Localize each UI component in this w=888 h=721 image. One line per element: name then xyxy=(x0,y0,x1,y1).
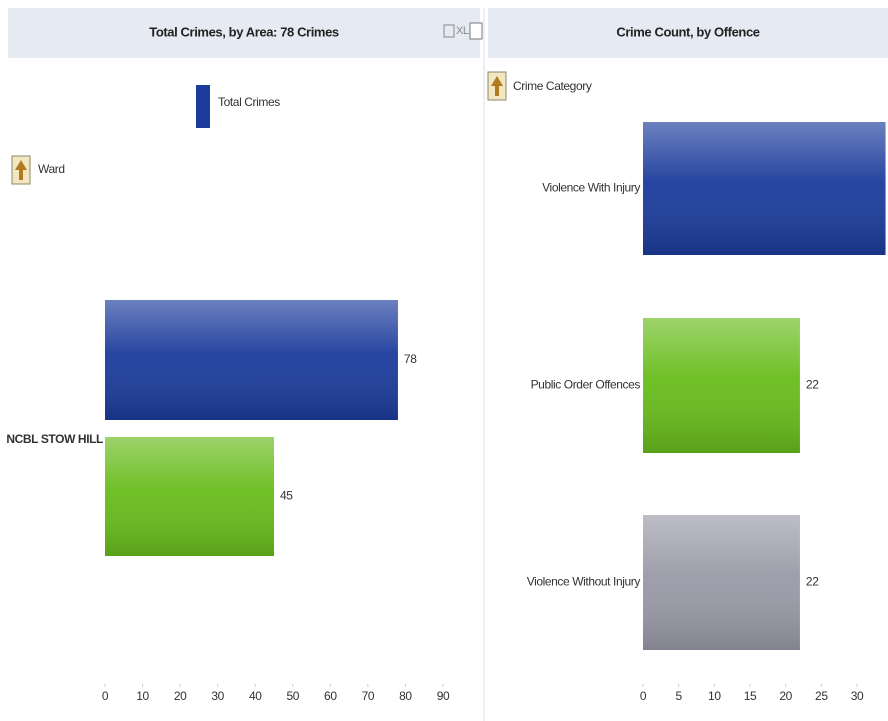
category-label: Violence Without Injury xyxy=(527,575,641,589)
x-tick-label: 80 xyxy=(399,689,412,703)
legend-label: Total Crimes xyxy=(218,95,280,109)
value-label: 22 xyxy=(806,378,819,392)
value-label: 22 xyxy=(806,575,819,589)
x-tick-label: 30 xyxy=(851,689,864,703)
legend-swatch xyxy=(196,85,210,128)
value-label: 78 xyxy=(404,352,417,366)
category-label: Violence With Injury xyxy=(542,181,640,195)
x-tick-label: 0 xyxy=(102,689,109,703)
x-tick-label: 15 xyxy=(744,689,757,703)
export-xl[interactable]: XL xyxy=(456,25,469,37)
x-tick-label: 10 xyxy=(708,689,721,703)
x-tick-label: 25 xyxy=(815,689,828,703)
bar-gloss xyxy=(643,318,800,453)
axis-label: Ward xyxy=(38,162,65,176)
drill-up-icon[interactable] xyxy=(487,71,507,101)
chart-title: Total Crimes, by Area: 78 Crimes xyxy=(149,24,339,39)
x-tick-label: 50 xyxy=(286,689,299,703)
category-label: NCBL STOW HILL xyxy=(6,432,103,446)
value-label: 45 xyxy=(280,489,293,503)
x-tick-label: 30 xyxy=(211,689,224,703)
x-tick-label: 60 xyxy=(324,689,337,703)
panel-header xyxy=(488,8,888,58)
bar-gloss xyxy=(643,122,886,255)
x-tick-label: 20 xyxy=(174,689,187,703)
x-tick-label: 20 xyxy=(779,689,792,703)
x-tick-label: 40 xyxy=(249,689,262,703)
panel-header xyxy=(8,8,480,58)
x-tick-label: 10 xyxy=(136,689,149,703)
drill-up-icon[interactable] xyxy=(11,155,31,185)
print-icon[interactable] xyxy=(443,24,455,38)
bar-gloss xyxy=(105,300,398,420)
axis-label: Crime Category xyxy=(513,79,592,93)
export-icon[interactable] xyxy=(469,22,483,40)
bar-gloss xyxy=(105,437,274,556)
category-label: Public Order Offences xyxy=(531,378,641,392)
x-tick-label: 0 xyxy=(640,689,647,703)
x-tick-label: 5 xyxy=(676,689,683,703)
x-tick-label: 90 xyxy=(437,689,450,703)
bar-gloss xyxy=(643,515,800,650)
x-tick-label: 70 xyxy=(362,689,375,703)
chart-title: Crime Count, by Offence xyxy=(616,24,759,39)
